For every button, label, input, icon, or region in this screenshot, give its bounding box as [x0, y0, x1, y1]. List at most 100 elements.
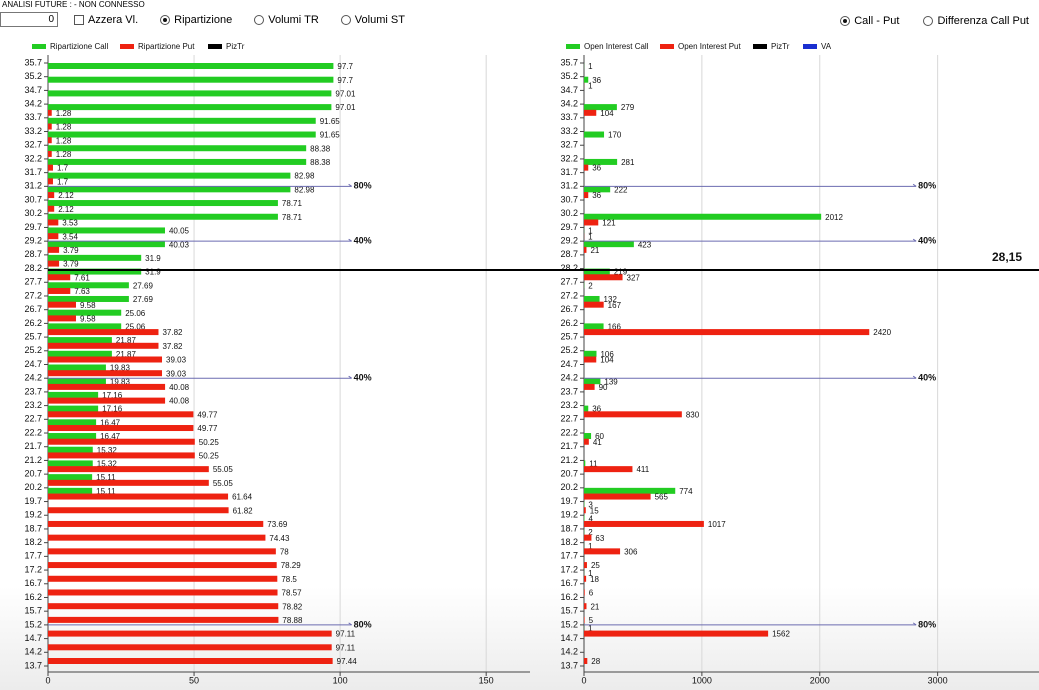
bar [48, 397, 166, 404]
value-label: 1.28 [56, 109, 72, 118]
y-tick-label: 31.7 [560, 167, 578, 177]
radio-button[interactable] [840, 16, 851, 26]
value-label: 1 [588, 232, 593, 241]
checkbox[interactable] [74, 14, 84, 25]
value-label: 106 [600, 350, 614, 359]
value-label: 91.65 [320, 131, 341, 140]
y-tick-label: 29.2 [560, 236, 578, 246]
bar [48, 350, 112, 357]
bar [584, 186, 611, 193]
value-label: 36 [592, 76, 601, 85]
y-tick-label: 32.7 [560, 140, 578, 150]
value-label: 61.82 [233, 506, 254, 515]
value-label: 4 [588, 514, 593, 523]
number-input[interactable]: 0 [0, 12, 58, 27]
bar [48, 425, 194, 432]
bar [584, 329, 870, 336]
bar [584, 616, 585, 623]
bar [48, 246, 60, 253]
value-label: 6 [589, 589, 594, 598]
value-label: 97.01 [335, 90, 356, 99]
y-tick-label: 27.7 [24, 277, 42, 287]
bar [48, 295, 129, 302]
bar [48, 268, 142, 275]
y-tick-label: 27.7 [560, 277, 578, 287]
bar [48, 164, 53, 171]
value-label: 3.79 [63, 246, 79, 255]
value-label: 78.29 [281, 561, 302, 570]
bar [48, 192, 55, 199]
bar [48, 562, 277, 569]
radio-button[interactable] [923, 16, 934, 26]
radio-label[interactable]: Ripartizione [174, 13, 233, 26]
y-tick-label: 33.7 [24, 112, 42, 122]
y-tick-label: 23.7 [24, 386, 42, 396]
y-tick-label: 17.2 [24, 564, 42, 574]
level-label: 40% [918, 236, 936, 246]
legend-label: VA [821, 42, 832, 51]
value-label: 17.16 [102, 391, 123, 400]
y-tick-label: 28.2 [560, 263, 578, 273]
y-tick-label: 20.7 [560, 469, 578, 479]
bar [584, 630, 769, 637]
value-label: 1 [588, 569, 593, 578]
y-tick-label: 32.7 [24, 140, 42, 150]
radio-button[interactable] [340, 14, 351, 25]
value-label: 2012 [825, 213, 843, 222]
radio-label[interactable]: Call - Put [854, 15, 900, 27]
value-label: 1562 [772, 630, 790, 639]
checkbox-label[interactable]: Azzera Vl. [88, 13, 139, 26]
value-label: 3.54 [62, 232, 78, 241]
value-label: 121 [602, 219, 616, 228]
value-label: 39.03 [166, 369, 187, 378]
bar [584, 104, 617, 111]
y-tick-label: 19.2 [560, 510, 578, 520]
y-tick-label: 18.7 [560, 523, 578, 533]
value-label: 16.47 [100, 432, 121, 441]
radio-button[interactable] [254, 14, 265, 25]
radio-button[interactable] [160, 14, 171, 25]
value-label: 1.28 [56, 136, 72, 145]
radio-label[interactable]: Differenza Call Put [937, 15, 1029, 27]
y-tick-label: 23.7 [560, 386, 578, 396]
bar [48, 548, 276, 555]
value-label: 3.53 [62, 219, 78, 228]
value-label: 139 [604, 377, 618, 386]
y-tick-label: 34.7 [560, 85, 578, 95]
value-label: 15.32 [97, 446, 118, 455]
value-label: 78.71 [282, 213, 303, 222]
value-label: 21 [590, 246, 599, 255]
y-tick-label: 24.7 [560, 359, 578, 369]
value-label: 31.9 [145, 254, 161, 263]
radio-group-right: Call - Put Differenza Call Put [820, 15, 1029, 27]
bar [48, 178, 53, 185]
value-label: 97.44 [337, 657, 358, 666]
bar [48, 145, 307, 152]
bar [48, 260, 60, 267]
y-tick-label: 16.7 [24, 578, 42, 588]
y-tick-label: 21.7 [24, 441, 42, 451]
legend-label: PizTr [226, 42, 245, 51]
bar [48, 137, 52, 144]
bar [48, 287, 71, 294]
value-label: 40.08 [169, 383, 190, 392]
y-tick-label: 16.2 [24, 592, 42, 602]
x-tick-label: 150 [479, 675, 494, 685]
radio-label[interactable]: Volumi ST [354, 13, 405, 26]
bar [48, 227, 165, 234]
y-tick-label: 15.7 [24, 606, 42, 616]
y-tick-label: 22.2 [560, 427, 578, 437]
x-tick-label: 3000 [928, 675, 948, 685]
value-label: 49.77 [197, 410, 218, 419]
bar [584, 323, 604, 330]
y-tick-label: 28.7 [24, 249, 42, 259]
radio-label[interactable]: Volumi TR [268, 13, 319, 26]
value-label: 55.05 [213, 479, 234, 488]
value-label: 27.69 [133, 295, 154, 304]
bar [584, 158, 618, 165]
value-label: 3.79 [63, 260, 79, 269]
y-tick-label: 35.7 [560, 57, 578, 67]
value-label: 37.82 [162, 342, 183, 351]
